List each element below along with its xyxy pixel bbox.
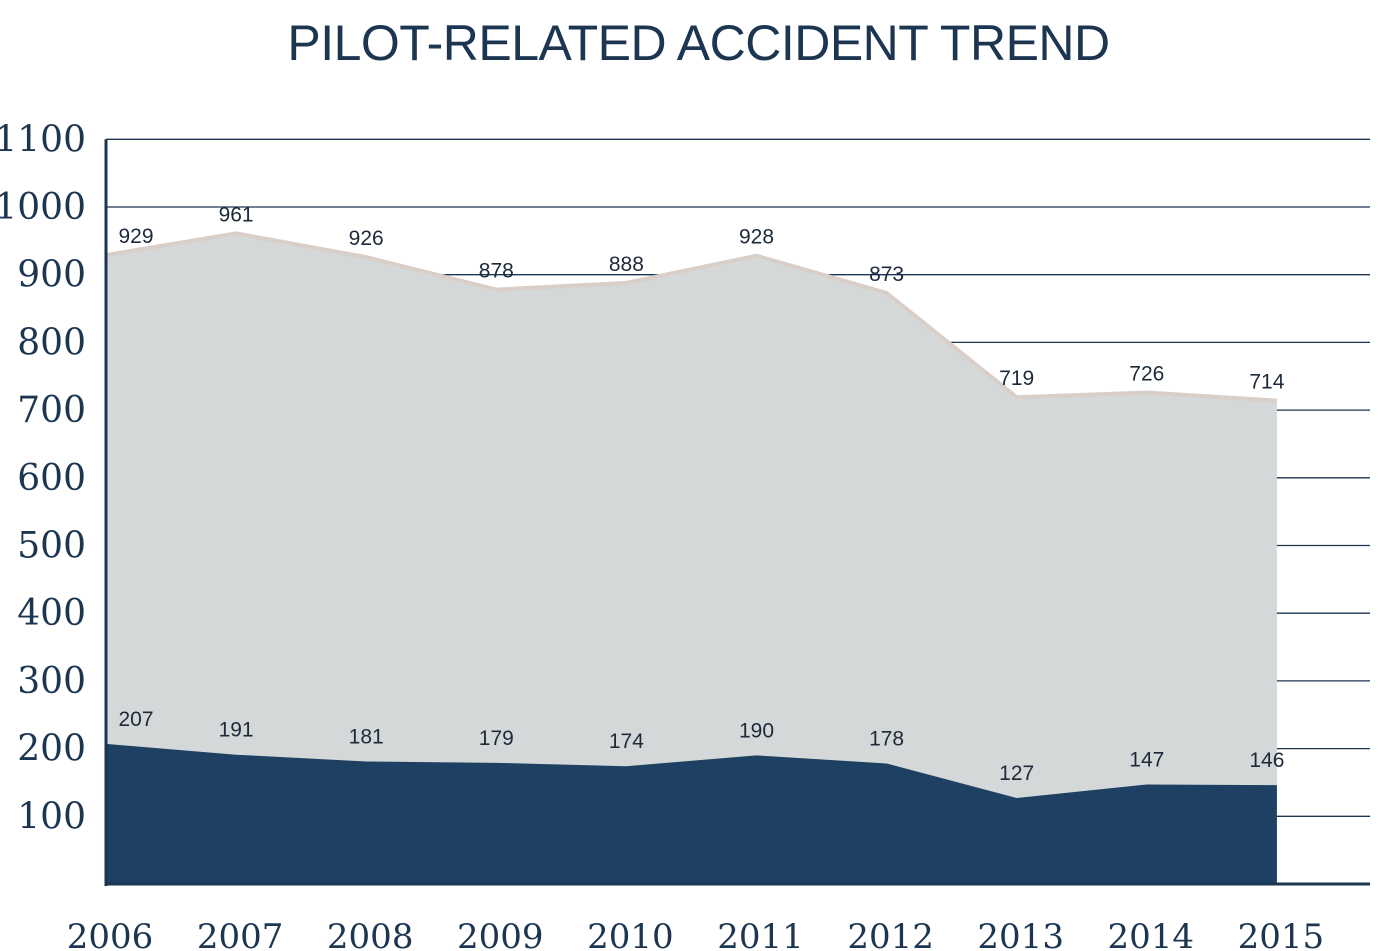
total-data-label: 719 — [999, 367, 1034, 390]
x-tick-label: 2007 — [197, 917, 284, 951]
y-tick-label: 1000 — [0, 187, 86, 228]
y-axis-tick-labels: 100 200 300 400 500 600 700 800 900 1000 1100 — [0, 119, 86, 837]
y-tick-label: 600 — [17, 458, 86, 499]
total-accidents-line — [105, 231, 1278, 403]
total-data-label: 878 — [479, 260, 514, 283]
x-tick-label: 2009 — [457, 917, 544, 951]
fatal-data-label: 174 — [609, 730, 644, 753]
y-tick-label: 800 — [17, 322, 86, 363]
area-series — [105, 231, 1278, 884]
fatal-data-label: 191 — [219, 719, 254, 742]
x-tick-label: 2010 — [587, 917, 674, 951]
y-tick-label: 700 — [17, 390, 86, 431]
total-data-label: 726 — [1129, 362, 1164, 385]
total-data-label: 928 — [739, 226, 774, 249]
total-data-label: 714 — [1249, 371, 1284, 394]
x-axis-tick-labels: 2006 2007 2008 2009 2010 2011 2012 2013 2014 2015 — [67, 917, 1324, 951]
axes — [104, 139, 1370, 886]
x-tick-label: 2011 — [717, 917, 804, 951]
y-tick-label: 100 — [17, 796, 86, 837]
fatal-data-label: 179 — [479, 727, 514, 750]
total-accidents-area — [106, 233, 1277, 884]
fatal-data-label: 207 — [118, 708, 153, 731]
total-data-label: 888 — [609, 253, 644, 276]
data-labels: 929 961 926 878 888 928 873 719 726 714 207 191 181 1… — [118, 203, 1284, 785]
fatal-data-label: 190 — [739, 719, 774, 742]
x-tick-label: 2006 — [67, 917, 154, 951]
total-data-label: 873 — [869, 263, 904, 286]
fatal-data-label: 181 — [349, 725, 384, 748]
x-tick-label: 2012 — [847, 917, 934, 951]
y-tick-label: 200 — [17, 729, 86, 770]
x-tick-label: 2013 — [977, 917, 1064, 951]
fatal-accidents-area — [106, 743, 1277, 884]
y-tick-label: 300 — [17, 661, 86, 702]
y-tick-label: 500 — [17, 526, 86, 567]
fatal-data-label: 146 — [1249, 749, 1284, 772]
total-data-label: 961 — [219, 203, 254, 226]
total-data-label: 926 — [349, 227, 384, 250]
fatal-data-label: 127 — [999, 762, 1034, 785]
y-tick-label: 1100 — [0, 119, 86, 160]
y-tick-label: 400 — [17, 593, 86, 634]
y-tick-label: 900 — [17, 255, 86, 296]
fatal-data-label: 178 — [869, 727, 904, 750]
x-tick-label: 2008 — [327, 917, 414, 951]
fatal-data-label: 147 — [1129, 748, 1164, 771]
x-tick-label: 2014 — [1108, 917, 1195, 951]
total-data-label: 929 — [118, 225, 153, 248]
chart-title: PILOT-RELATED ACCIDENT TREND — [287, 15, 1110, 71]
x-tick-label: 2015 — [1238, 917, 1325, 951]
